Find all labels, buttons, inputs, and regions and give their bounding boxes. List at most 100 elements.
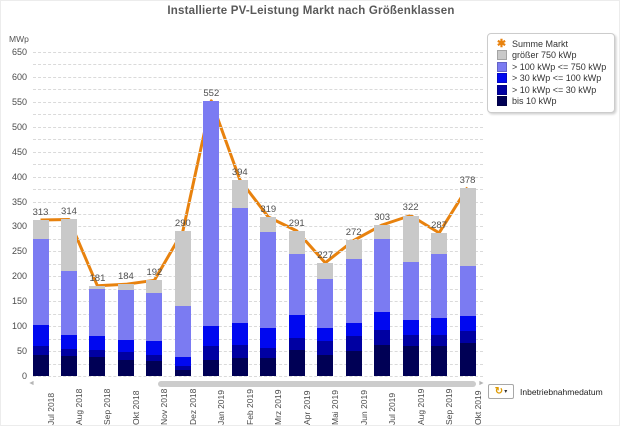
bar-segment[interactable] [431, 254, 448, 318]
bar-segment[interactable] [174, 306, 191, 358]
bar-segment[interactable] [60, 334, 77, 350]
bar-segment[interactable] [89, 357, 106, 376]
bar-segment[interactable] [260, 358, 277, 376]
bar-segment[interactable] [374, 239, 391, 313]
bar-okt-2018[interactable] [117, 284, 134, 376]
bar-segment[interactable] [402, 215, 419, 263]
bar-segment[interactable] [431, 232, 448, 255]
legend-item[interactable]: > 30 kWp <= 100 kWp [494, 73, 608, 85]
bar-jul-2018[interactable] [32, 219, 49, 376]
bar-jun-2019[interactable] [345, 240, 362, 376]
bar-segment[interactable] [231, 179, 248, 208]
bar-apr-2019[interactable] [288, 230, 305, 376]
bar-segment[interactable] [231, 322, 248, 345]
bar-segment[interactable] [431, 317, 448, 335]
bar-segment[interactable] [146, 292, 163, 342]
bar-segment[interactable] [459, 187, 476, 267]
bar-segment[interactable] [89, 335, 106, 350]
bar-aug-2019[interactable] [402, 215, 419, 376]
hscroll-left-arrow[interactable]: ◄ [28, 380, 35, 387]
bar-mrz-2019[interactable] [260, 216, 277, 376]
bar-feb-2019[interactable] [231, 179, 248, 376]
bar-segment[interactable] [288, 338, 305, 350]
bar-segment[interactable] [374, 224, 391, 240]
bar-segment[interactable] [174, 357, 191, 366]
bar-aug-2018[interactable] [60, 219, 77, 376]
bar-segment[interactable] [32, 324, 49, 347]
bar-segment[interactable] [374, 344, 391, 376]
bar-segment[interactable] [459, 343, 476, 376]
bar-segment[interactable] [89, 288, 106, 336]
bar-segment[interactable] [231, 207, 248, 323]
bar-segment[interactable] [117, 339, 134, 353]
bar-jan-2019[interactable] [203, 100, 220, 376]
bar-segment[interactable] [402, 320, 419, 336]
bar-segment[interactable] [317, 354, 334, 376]
bar-nov-2018[interactable] [146, 280, 163, 376]
bar-segment[interactable] [89, 285, 106, 289]
legend-item[interactable]: bis 10 kWp [494, 96, 608, 108]
bar-segment[interactable] [317, 262, 334, 280]
bar-segment[interactable] [431, 346, 448, 376]
bar-segment[interactable] [345, 323, 362, 337]
bar-segment[interactable] [260, 348, 277, 359]
bar-segment[interactable] [32, 346, 49, 355]
hscroll-thumb[interactable] [158, 381, 476, 387]
bar-segment[interactable] [117, 284, 134, 291]
bar-segment[interactable] [345, 240, 362, 260]
bar-segment[interactable] [32, 219, 49, 240]
bar-segment[interactable] [260, 231, 277, 329]
bar-segment[interactable] [402, 346, 419, 376]
bar-segment[interactable] [32, 354, 49, 376]
bar-segment[interactable] [203, 325, 220, 346]
bar-segment[interactable] [260, 216, 277, 232]
bar-sep-2019[interactable] [431, 232, 448, 376]
bar-segment[interactable] [60, 219, 77, 272]
bar-segment[interactable] [459, 316, 476, 332]
bar-segment[interactable] [288, 314, 305, 339]
bar-segment[interactable] [60, 349, 77, 357]
bar-segment[interactable] [117, 352, 134, 360]
bar-segment[interactable] [459, 266, 476, 317]
bar-segment[interactable] [345, 336, 362, 352]
hscroll-right-arrow[interactable]: ► [478, 380, 485, 387]
bar-segment[interactable] [174, 231, 191, 307]
bar-segment[interactable] [89, 349, 106, 358]
bar-segment[interactable] [32, 239, 49, 325]
bar-segment[interactable] [374, 329, 391, 345]
bar-segment[interactable] [402, 335, 419, 347]
bar-segment[interactable] [203, 345, 220, 360]
bar-segment[interactable] [317, 279, 334, 329]
legend-item[interactable]: größer 750 kWp [494, 50, 608, 62]
bar-segment[interactable] [231, 344, 248, 359]
legend-item[interactable]: > 100 kWp <= 750 kWp [494, 61, 608, 73]
bar-segment[interactable] [288, 230, 305, 255]
bar-jul-2019[interactable] [374, 224, 391, 376]
bar-mai-2019[interactable] [317, 262, 334, 376]
bar-okt-2019[interactable] [459, 187, 476, 376]
bar-dez-2018[interactable] [174, 231, 191, 376]
bar-segment[interactable] [174, 369, 191, 376]
bar-segment[interactable] [146, 361, 163, 376]
bar-segment[interactable] [317, 341, 334, 355]
bar-segment[interactable] [374, 312, 391, 330]
bar-segment[interactable] [345, 259, 362, 324]
bar-segment[interactable] [117, 359, 134, 376]
bar-segment[interactable] [459, 331, 476, 344]
bar-segment[interactable] [431, 334, 448, 347]
bar-segment[interactable] [203, 100, 220, 326]
bar-segment[interactable] [402, 262, 419, 321]
dimension-refresh-button[interactable]: ↻ ▾ [488, 384, 514, 399]
bar-segment[interactable] [203, 359, 220, 376]
bar-segment[interactable] [117, 290, 134, 340]
bar-segment[interactable] [146, 341, 163, 355]
bar-segment[interactable] [146, 280, 163, 293]
bar-segment[interactable] [174, 365, 191, 370]
bar-sep-2018[interactable] [89, 285, 106, 376]
bar-segment[interactable] [317, 328, 334, 342]
legend-item[interactable]: > 10 kWp <= 30 kWp [494, 84, 608, 96]
bar-segment[interactable] [345, 351, 362, 376]
legend-item-summe-markt[interactable]: ✱ Summe Markt [494, 38, 608, 50]
bar-segment[interactable] [146, 354, 163, 362]
bar-segment[interactable] [231, 358, 248, 376]
